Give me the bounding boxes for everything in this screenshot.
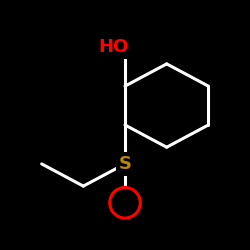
Text: S: S [118, 155, 132, 173]
Text: HO: HO [99, 38, 129, 56]
Circle shape [110, 188, 140, 218]
